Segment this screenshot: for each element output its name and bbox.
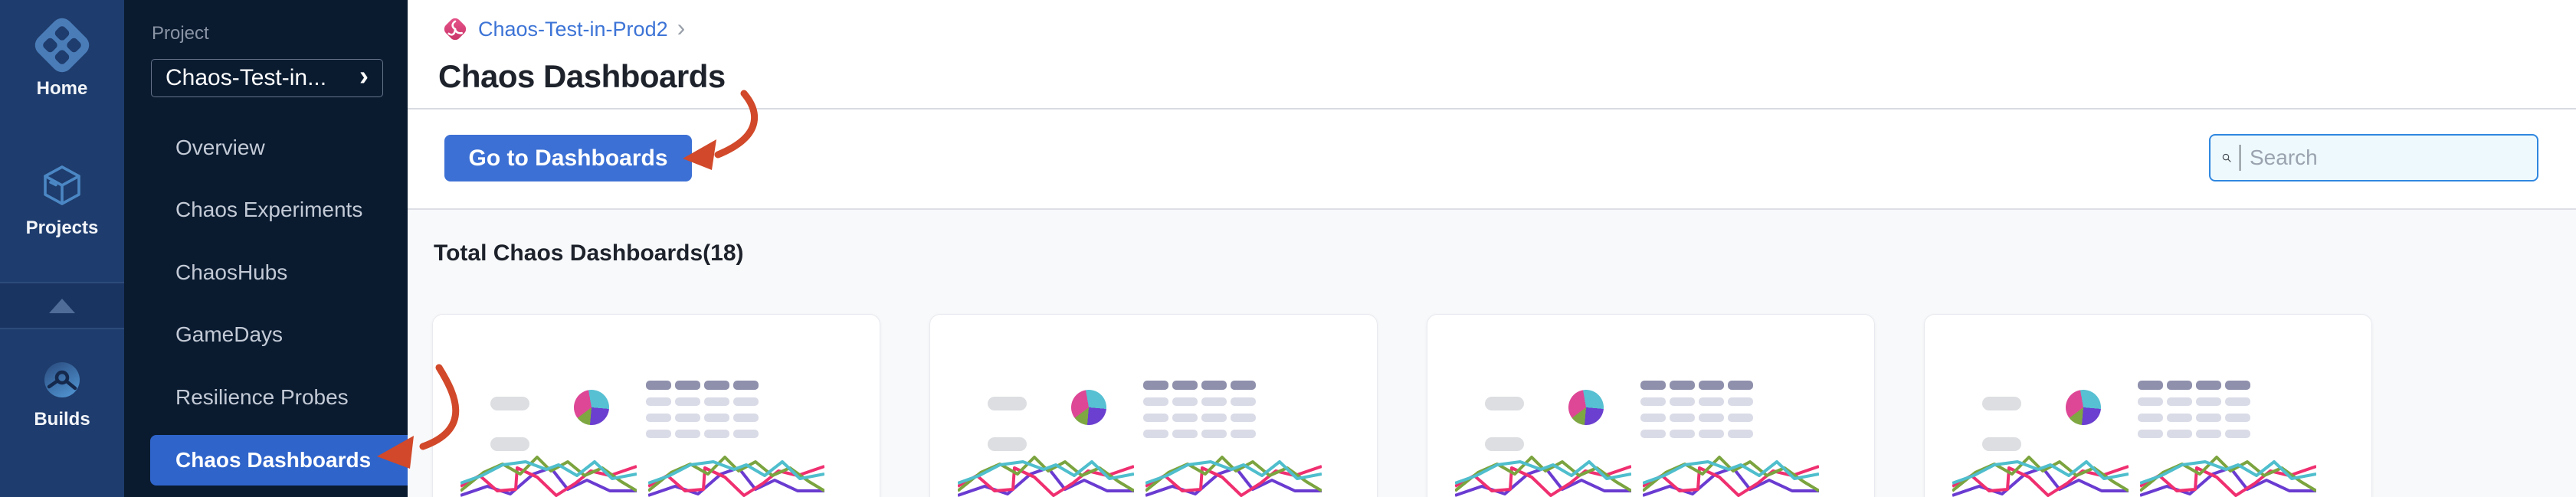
nav-item-chaos-experiments[interactable]: Chaos Experiments <box>175 198 363 221</box>
placeholder-legend-bar <box>490 437 529 451</box>
dashboard-card[interactable] <box>1924 314 2372 497</box>
placeholder-line-chart <box>460 456 637 497</box>
placeholder-line-chart <box>1643 456 1819 497</box>
placeholder-legend-bar <box>1485 397 1524 410</box>
project-sidebar: Project Chaos-Test-in... › Overview Chao… <box>124 0 408 497</box>
placeholder-pie-chart <box>574 390 609 425</box>
nav-item-gamedays[interactable]: GameDays <box>175 322 283 346</box>
placeholder-pie-chart <box>2066 390 2101 425</box>
placeholder-table <box>1143 381 1256 438</box>
chevron-right-icon: › <box>677 14 686 41</box>
toolbar-divider <box>408 208 2576 210</box>
placeholder-line-chart <box>1952 456 2129 497</box>
placeholder-line-chart <box>1455 456 1631 497</box>
placeholder-legend-bar <box>1485 437 1524 451</box>
placeholder-legend-bar <box>490 397 529 410</box>
dashboard-card[interactable] <box>1427 314 1875 497</box>
placeholder-line-chart <box>1145 456 1322 497</box>
dashboard-card[interactable] <box>929 314 1378 497</box>
placeholder-line-chart <box>2140 456 2316 497</box>
project-selector-value: Chaos-Test-in... <box>166 65 327 90</box>
harness-home-icon <box>30 13 94 77</box>
placeholder-line-chart <box>648 456 824 497</box>
placeholder-table <box>646 381 759 438</box>
placeholder-pie-chart <box>1568 390 1604 425</box>
search-icon <box>2222 153 2231 162</box>
nav-item-overview[interactable]: Overview <box>175 136 265 159</box>
nav-item-chaoshubs[interactable]: ChaosHubs <box>175 260 288 284</box>
toolbar: Go to Dashboards <box>408 110 2576 208</box>
total-dashboards-heading: Total Chaos Dashboards(18) <box>434 240 744 266</box>
sidebar-item-projects[interactable]: Projects <box>0 164 124 239</box>
sidebar-item-builds[interactable]: Builds <box>0 361 124 430</box>
placeholder-legend-bar <box>988 437 1027 451</box>
cube-icon <box>44 165 80 205</box>
search-box[interactable] <box>2209 134 2538 181</box>
sidebar-item-label: Home <box>36 78 88 99</box>
breadcrumb-project-link[interactable]: Chaos-Test-in-Prod2 <box>478 17 668 41</box>
placeholder-legend-bar <box>1982 437 2021 451</box>
placeholder-table <box>1640 381 1753 438</box>
nav-item-chaos-dashboards[interactable]: Chaos Dashboards <box>150 435 408 486</box>
sidebar-item-label: Projects <box>25 217 99 238</box>
main-area: Chaos-Test-in-Prod2 › Chaos Dashboards G… <box>408 0 2576 497</box>
placeholder-line-chart <box>958 456 1134 497</box>
breadcrumb: Chaos-Test-in-Prod2 › <box>441 15 685 43</box>
placeholder-table <box>2138 381 2250 438</box>
search-input[interactable] <box>2250 146 2526 170</box>
placeholder-legend-bar <box>1982 397 2021 410</box>
dashboard-card[interactable] <box>432 314 880 497</box>
chevron-right-icon: › <box>359 60 369 91</box>
project-section-label: Project <box>152 23 209 44</box>
project-selector[interactable]: Chaos-Test-in... › <box>151 59 383 97</box>
global-sidebar: Home Projects <box>0 0 124 497</box>
sidebar-item-label: Builds <box>34 409 90 430</box>
placeholder-legend-bar <box>988 397 1027 410</box>
chevron-up-icon <box>49 298 75 313</box>
placeholder-pie-chart <box>1071 390 1106 425</box>
dashboard-cards-row <box>432 314 2372 497</box>
sidebar-item-home[interactable]: Home <box>0 13 124 100</box>
go-to-dashboards-button[interactable]: Go to Dashboards <box>444 135 692 181</box>
sidebar-collapse-button[interactable] <box>0 282 124 329</box>
header-divider <box>408 108 2576 110</box>
nav-item-resilience-probes[interactable]: Resilience Probes <box>175 385 349 409</box>
page-title: Chaos Dashboards <box>438 58 726 94</box>
builds-icon <box>44 362 80 397</box>
chaos-module-icon <box>444 18 467 41</box>
content-area: Total Chaos Dashboards(18) <box>408 210 2576 497</box>
